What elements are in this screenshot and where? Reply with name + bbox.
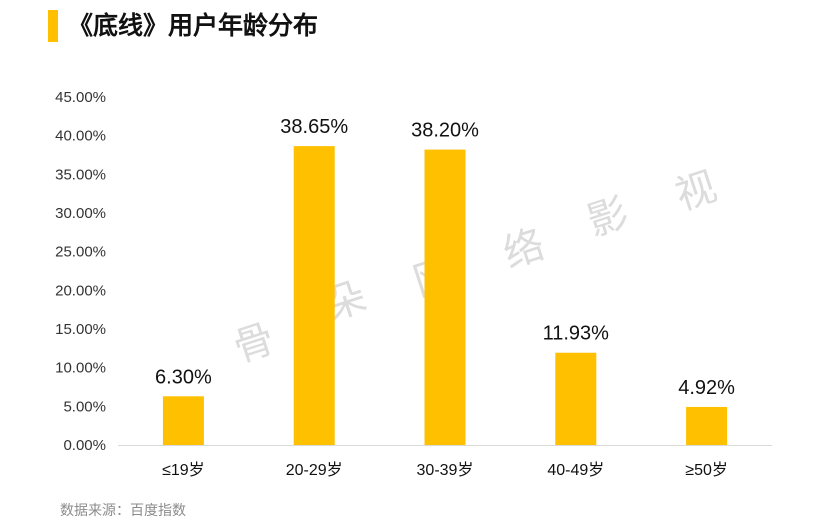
y-tick-label: 30.00%	[55, 205, 106, 222]
y-tick-label: 35.00%	[55, 166, 106, 183]
bar	[686, 406, 728, 445]
x-tick-label: ≥50岁	[685, 461, 728, 479]
y-tick-label: 0.00%	[63, 437, 106, 454]
y-tick-label: 45.00%	[55, 89, 106, 106]
title-accent-bar	[48, 10, 58, 42]
bar	[424, 149, 466, 445]
data-source-note: 数据来源：百度指数	[60, 503, 186, 519]
y-tick-label: 15.00%	[55, 321, 106, 338]
x-axis-tick-labels: ≤19岁 20-29岁 30-39岁 40-49岁 ≥50岁	[162, 461, 728, 479]
y-tick-label: 10.00%	[55, 360, 106, 377]
watermark-char: 骨	[228, 316, 280, 372]
watermark-char: 络	[498, 222, 550, 278]
value-labels: 6.30% 38.65% 38.20% 11.93% 4.92%	[155, 116, 735, 399]
bar	[162, 396, 204, 445]
x-tick-label: 40-49岁	[547, 461, 604, 479]
data-label: 6.30%	[155, 366, 212, 388]
data-label: 38.65%	[280, 116, 348, 138]
bar	[555, 352, 597, 445]
data-label: 38.20%	[411, 120, 479, 142]
x-tick-label: 30-39岁	[417, 461, 474, 479]
y-axis-tick-labels: 0.00% 5.00% 10.00% 15.00% 20.00% 25.00% 30.00%…	[55, 89, 106, 454]
y-tick-label: 25.00%	[55, 244, 106, 261]
y-tick-label: 40.00%	[55, 128, 106, 145]
bars	[162, 146, 728, 445]
x-tick-label: ≤19岁	[162, 461, 205, 479]
data-label: 4.92%	[678, 377, 735, 399]
x-tick-label: 20-29岁	[286, 461, 343, 479]
y-tick-label: 20.00%	[55, 282, 106, 299]
y-tick-label: 5.00%	[63, 398, 106, 415]
watermark-char: 视	[670, 164, 722, 220]
bar	[293, 146, 335, 445]
data-label: 11.93%	[543, 323, 610, 345]
watermark-char: 影	[582, 190, 634, 246]
chart-title: 《底线》用户年龄分布	[68, 11, 319, 40]
